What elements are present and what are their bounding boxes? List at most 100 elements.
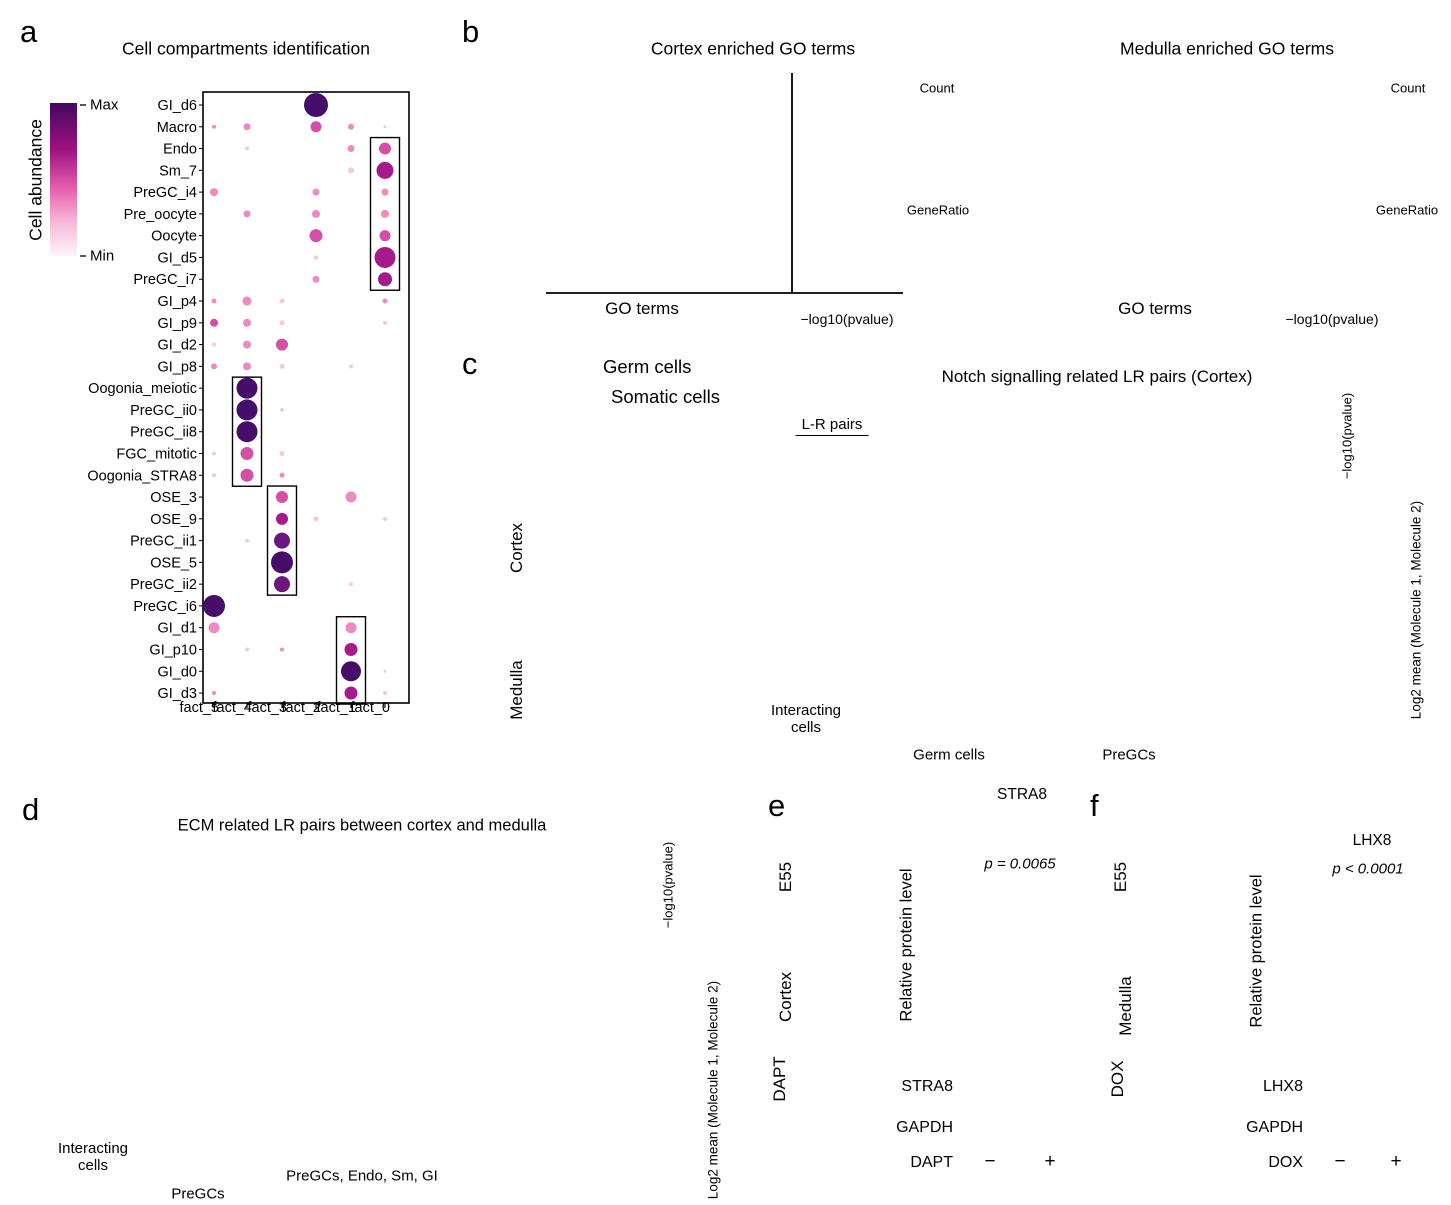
dot [212, 124, 216, 129]
medulla-axis-title: GO terms [1118, 299, 1192, 318]
row-label: GI_p4 [158, 294, 198, 310]
panel-e-letter: e [768, 788, 786, 823]
dot [348, 167, 354, 174]
dot [276, 338, 288, 351]
dot [212, 451, 216, 456]
panel-f-blot-row2-label: GAPDH [1246, 1119, 1303, 1136]
row-label: Oogonia_meiotic [88, 381, 197, 397]
lr-pairs-header: L-R pairs [795, 416, 869, 436]
dot [341, 661, 361, 682]
row-label: PreGC_ii1 [130, 534, 197, 550]
row-label: Macro [157, 120, 197, 136]
dot [312, 188, 320, 196]
dot [279, 320, 285, 326]
dot [211, 298, 217, 304]
dot [345, 622, 357, 634]
dot [378, 272, 392, 287]
panel-f-condition-label: DOX [1268, 1154, 1303, 1171]
row-label: GI_d6 [158, 98, 198, 114]
panel-c-letter: c [462, 346, 478, 381]
highlight-box [369, 136, 401, 291]
col-label: fact_3 [248, 700, 288, 716]
dot [243, 362, 251, 371]
cortex-xlabel: −log10(pvalue) [800, 311, 894, 327]
row-label: GI_p8 [158, 359, 198, 375]
panel-e-pvalue: p = 0.0065 [984, 855, 1056, 873]
panel-a-plot: GI_d6 Macro Endo Sm_7 PreGC_i4 Pre_oocyte Oocy… [50, 91, 410, 716]
dot [208, 622, 220, 634]
panel-f-ylabel: Relative protein level [1247, 874, 1266, 1028]
panel-d-group1-label: PreGCs [171, 1185, 225, 1203]
somatic-cells-legend-label: Somatic cells [611, 386, 720, 407]
dot [344, 643, 358, 656]
dot [212, 691, 216, 696]
row-label: GI_d5 [158, 250, 198, 266]
row-label: PreGC_ii0 [130, 403, 197, 419]
panel-e-blot-row2-label: GAPDH [896, 1119, 953, 1136]
medulla-bracket-label: Medulla [507, 660, 526, 720]
dot [276, 491, 288, 504]
panel-d-group2-label: PreGCs, Endo, Sm, GI [286, 1167, 438, 1185]
row-label: Oocyte [151, 229, 197, 245]
col-label: fact_4 [213, 700, 253, 716]
dot [203, 594, 225, 617]
dot [243, 123, 251, 131]
panel-e-chart-title: STRA8 [997, 786, 1047, 803]
dot [279, 363, 285, 369]
row-label: Oogonia_STRA8 [87, 468, 197, 484]
dot [280, 407, 284, 412]
highlight-box [231, 376, 263, 487]
dot [314, 255, 318, 260]
dot [348, 123, 354, 130]
panel-e-ylabel: Relative protein level [897, 868, 916, 1022]
dot [274, 532, 290, 549]
row-label: PreGC_i4 [133, 185, 197, 201]
dot [349, 364, 353, 369]
panel-f-chart-title: LHX8 [1352, 832, 1392, 849]
cortex-go-plot [546, 73, 903, 294]
cortex-go-title: Cortex enriched GO terms [650, 38, 856, 59]
dot [383, 669, 387, 673]
row-label: PreGC_i7 [133, 272, 197, 288]
dot [304, 93, 328, 117]
col-label: fact_0 [351, 700, 391, 716]
dot [347, 145, 355, 153]
row-label: GI_p10 [149, 643, 197, 659]
row-label: GI_p9 [158, 316, 198, 332]
row-label: OSE_9 [150, 512, 197, 528]
dot [313, 516, 319, 522]
dot [242, 296, 252, 306]
row-label: PreGC_ii2 [130, 577, 197, 593]
dot [212, 473, 216, 478]
dot [374, 246, 396, 268]
dot [210, 188, 218, 197]
row-label: FGC_mitotic [116, 446, 197, 462]
dot [274, 576, 290, 593]
panel-d-letter: d [22, 792, 40, 827]
row-label: Endo [163, 142, 197, 158]
cell-abundance-label: Cell abundance [25, 119, 46, 241]
dot [279, 472, 285, 478]
row-label: GI_d1 [158, 621, 198, 637]
row-label: GI_d3 [158, 686, 198, 702]
dot [344, 686, 358, 700]
row-label: GI_d0 [158, 664, 198, 680]
dot [381, 209, 389, 218]
dot [211, 363, 217, 370]
dot [383, 691, 387, 696]
panel-a-frame [202, 91, 410, 704]
dot [245, 538, 249, 543]
cortex-axis-title: GO terms [605, 299, 679, 318]
dot [312, 209, 320, 218]
panel-f-blot-row1-label: LHX8 [1262, 1078, 1303, 1095]
panel-f-stage2-label: Medulla [1116, 976, 1135, 1036]
highlight-box [266, 485, 298, 596]
dot [243, 210, 251, 218]
panel-e-lane-plus: + [1044, 1151, 1056, 1172]
dot [240, 446, 254, 460]
pregcs-group-label: PreGCs [1102, 746, 1156, 764]
dot [379, 230, 391, 242]
panel-c-interacting-cells-label: Interacting cells [770, 702, 842, 736]
